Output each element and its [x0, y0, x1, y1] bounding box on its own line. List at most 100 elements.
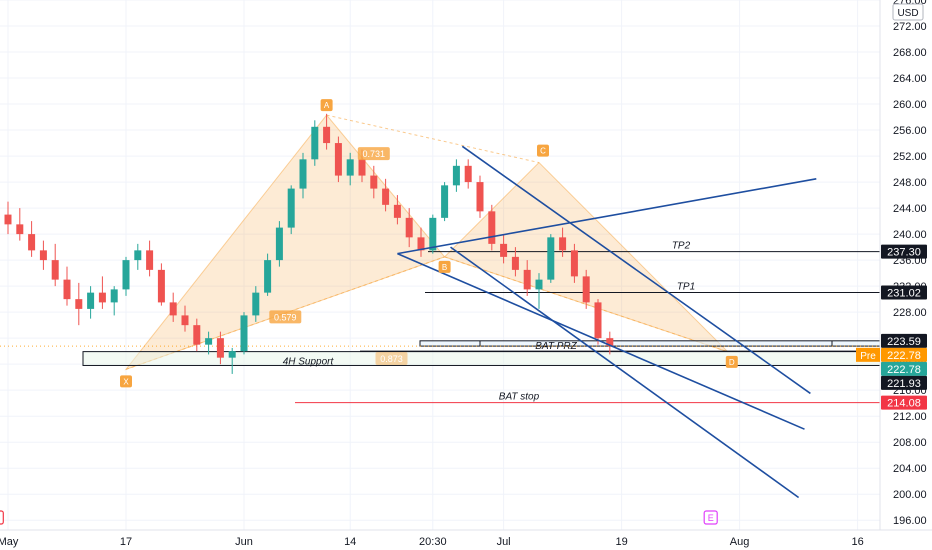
- candle[interactable]: [500, 234, 508, 264]
- pattern-point-box: [120, 375, 132, 388]
- candle[interactable]: [382, 178, 390, 212]
- candle[interactable]: [146, 240, 154, 277]
- candle[interactable]: [393, 195, 401, 225]
- trendline[interactable]: [461, 145, 811, 395]
- pattern-point-b[interactable]: B: [438, 260, 451, 273]
- candle[interactable]: [488, 204, 496, 251]
- pattern-point-text: B: [442, 263, 447, 272]
- candle[interactable]: [334, 136, 342, 183]
- candle[interactable]: [559, 227, 567, 257]
- candle[interactable]: [252, 286, 260, 322]
- currency-label[interactable]: USD: [892, 3, 924, 21]
- candle[interactable]: [51, 243, 59, 287]
- pattern-point-a[interactable]: A: [320, 99, 333, 112]
- candle[interactable]: [311, 120, 319, 166]
- candle-body: [240, 315, 248, 352]
- candle[interactable]: [63, 266, 71, 306]
- badge-box: [881, 285, 927, 300]
- candle[interactable]: [547, 234, 555, 283]
- candle[interactable]: [228, 347, 236, 374]
- candle[interactable]: [39, 240, 47, 270]
- candle[interactable]: [264, 253, 272, 296]
- candle-body: [98, 292, 106, 303]
- candle[interactable]: [299, 152, 307, 199]
- price-badge: 222.78: [881, 361, 927, 376]
- candle[interactable]: [323, 113, 331, 150]
- pattern-point-d[interactable]: D: [725, 355, 738, 368]
- candle[interactable]: [28, 221, 36, 257]
- candle-body: [28, 234, 36, 251]
- y-tick-label: 272.00: [893, 21, 927, 33]
- candle-body: [559, 237, 567, 251]
- pattern-ratio: 0.579: [269, 310, 302, 324]
- earnings-box: [0, 510, 4, 525]
- pattern-point-text: A: [324, 101, 330, 110]
- candle[interactable]: [157, 263, 165, 306]
- candle[interactable]: [464, 159, 472, 189]
- candle[interactable]: [134, 243, 142, 270]
- candle[interactable]: [205, 331, 213, 355]
- ratio-text: 0.579: [274, 312, 297, 322]
- level-label: TP1: [677, 282, 695, 293]
- y-tick-label: 196.00: [893, 515, 927, 527]
- ratio-text: 0.873: [380, 354, 403, 364]
- trendline[interactable]: [450, 246, 800, 499]
- pattern-point-x[interactable]: X: [120, 375, 132, 388]
- candle-body: [547, 237, 555, 280]
- candle[interactable]: [16, 208, 24, 241]
- candle[interactable]: [417, 227, 425, 257]
- candle[interactable]: [287, 185, 295, 235]
- candle[interactable]: [594, 299, 602, 345]
- candle[interactable]: [535, 273, 543, 309]
- candle[interactable]: [216, 331, 224, 365]
- price-badge: 237.30: [881, 244, 927, 259]
- candle[interactable]: [405, 208, 413, 248]
- candle[interactable]: [75, 282, 83, 326]
- candle-body: [464, 165, 472, 183]
- pattern-ratio: 0.731: [357, 147, 390, 161]
- candle-body: [63, 279, 71, 300]
- candle[interactable]: [523, 260, 531, 296]
- y-tick-label: 200.00: [893, 489, 927, 501]
- candle[interactable]: [346, 152, 354, 186]
- candle[interactable]: [606, 331, 614, 355]
- pattern-ac-line: [326, 114, 540, 164]
- ratio-box: [269, 310, 302, 324]
- prz-zone-box[interactable]: [419, 340, 881, 347]
- candle[interactable]: [370, 165, 378, 199]
- candle[interactable]: [275, 221, 283, 267]
- pattern-point-text: C: [540, 147, 546, 156]
- price-badge: 214.08: [881, 395, 927, 410]
- candle[interactable]: [4, 201, 12, 235]
- pattern-point-c[interactable]: C: [537, 144, 549, 157]
- badge-box: [881, 395, 927, 410]
- trendline[interactable]: [397, 178, 817, 255]
- earnings-box: [703, 510, 718, 525]
- candle-body: [181, 315, 189, 326]
- candle[interactable]: [98, 276, 106, 309]
- candle-body: [205, 338, 213, 345]
- candle[interactable]: [476, 175, 484, 218]
- pattern-triangle-xab: [124, 114, 446, 371]
- candle[interactable]: [193, 318, 201, 352]
- y-axis: 196.00200.00204.00208.00212.00216.00220.…: [879, 0, 927, 530]
- candle[interactable]: [570, 243, 578, 283]
- y-tick-label: 256.00: [893, 125, 927, 137]
- candle[interactable]: [169, 292, 177, 322]
- trendline[interactable]: [397, 252, 805, 430]
- candle[interactable]: [441, 182, 449, 222]
- candle[interactable]: [110, 286, 118, 316]
- candle[interactable]: [87, 286, 95, 319]
- candle[interactable]: [122, 256, 130, 296]
- earnings-marker[interactable]: E: [0, 510, 4, 525]
- badge-box: [881, 347, 927, 362]
- candle-body: [252, 292, 260, 316]
- candle[interactable]: [181, 305, 189, 332]
- candle[interactable]: [582, 269, 590, 309]
- earnings-marker[interactable]: E: [703, 510, 718, 525]
- candle[interactable]: [511, 247, 519, 277]
- candle-body: [51, 260, 59, 280]
- candle[interactable]: [240, 312, 248, 355]
- candle[interactable]: [452, 159, 460, 192]
